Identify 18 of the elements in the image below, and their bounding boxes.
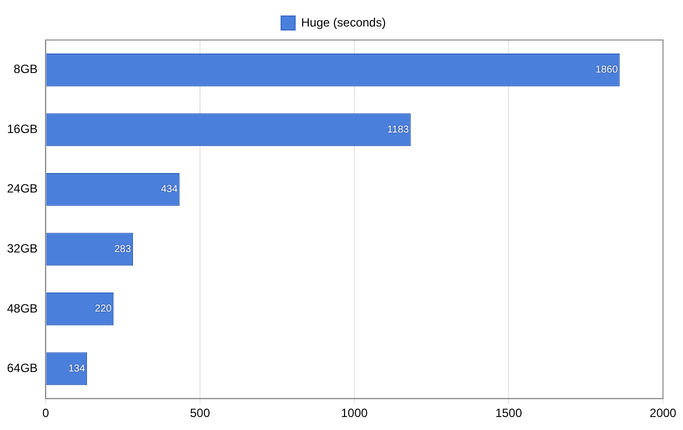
x-tick-label: 2000: [650, 406, 677, 420]
x-tick-label: 500: [190, 406, 210, 420]
data-label: 220: [94, 304, 112, 315]
legend-label: Huge (seconds): [301, 15, 386, 30]
x-tick-label: 0: [42, 406, 50, 420]
y-tick-label: 48GB: [7, 301, 38, 316]
y-tick-label: 8GB: [14, 62, 38, 76]
data-label: 1860: [596, 64, 618, 76]
data-label: 283: [114, 244, 132, 255]
data-label: 134: [68, 363, 86, 374]
y-tick-label: 64GB: [7, 361, 38, 376]
x-tick-label: 1000: [340, 406, 368, 420]
x-tick-label: 1500: [495, 406, 522, 420]
y-tick-label: 24GB: [7, 182, 38, 196]
y-tick-label: 32GB: [7, 241, 38, 256]
data-label: 434: [160, 184, 178, 196]
y-tick-label: 16GB: [7, 122, 38, 136]
data-label: 1183: [387, 124, 410, 136]
